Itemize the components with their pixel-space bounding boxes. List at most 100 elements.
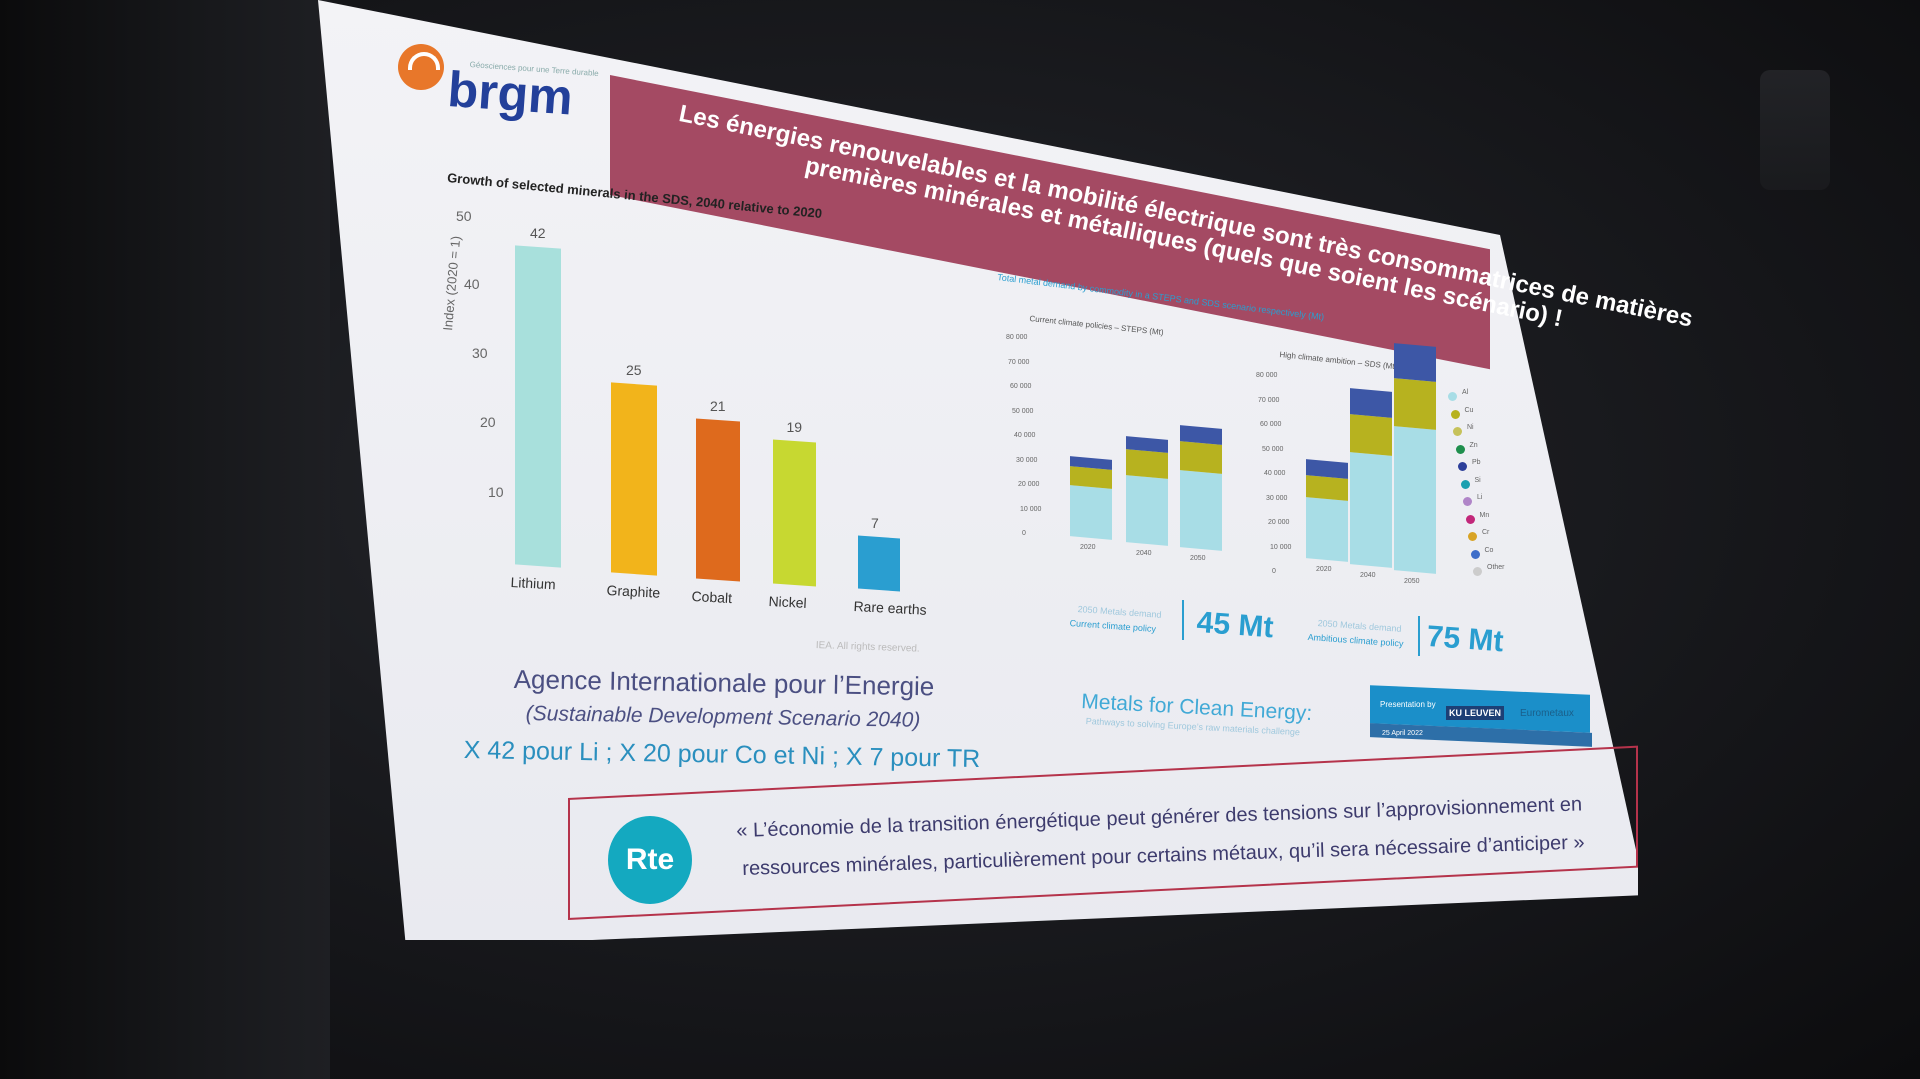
ytick-10: 10 (488, 484, 504, 500)
data-label-graphite: 25 (626, 362, 642, 378)
panel2-bar-2020-other (1306, 458, 1348, 479)
legend-swatch-co (1470, 549, 1480, 559)
legend-swatch-al (1448, 392, 1457, 401)
panel2-ytick-5: 30 000 (1266, 494, 1288, 502)
panel1-ytick-1: 70 000 (1008, 358, 1030, 366)
panel1-ytick-4: 40 000 (1014, 432, 1036, 439)
ytick-30: 30 (472, 345, 488, 361)
quote-box (568, 745, 1638, 920)
panel1-ytick-2: 60 000 (1010, 383, 1032, 390)
category-label-lithium: Lithium (510, 574, 557, 593)
panel1-xtick-2050: 2050 (1190, 555, 1206, 562)
panel2-bar-2050-other (1394, 342, 1436, 382)
panel2-bar-2020-cu (1306, 474, 1348, 502)
panel2-title: High climate ambition – SDS (Mt) (1279, 350, 1398, 372)
data-label-rare-earths: 7 (871, 514, 879, 531)
ytick-40: 40 (464, 276, 480, 292)
legend-label-cu: Cu (1464, 406, 1474, 414)
data-label-cobalt: 21 (710, 398, 726, 415)
panel1-ytick-0: 80 000 (1006, 334, 1028, 341)
legend-label-mn: Mn (1479, 511, 1490, 519)
panel1-title: Current climate policies – STEPS (Mt) (1029, 314, 1164, 338)
legend-label-zn: Zn (1469, 441, 1478, 449)
legend-label-co: Co (1484, 546, 1494, 554)
panel1-bar-2050-cu (1180, 441, 1222, 475)
ytick-50: 50 (456, 208, 472, 224)
left-chart-ylabel: Index (2020 = 1) (440, 235, 464, 332)
data-label-nickel: 19 (786, 418, 803, 435)
legend-swatch-li (1463, 497, 1472, 506)
dark-wall (0, 0, 330, 1079)
rte-logo: Rte (608, 816, 692, 904)
callout2-label-1: 2050 Metals demand (1317, 618, 1402, 634)
panel1-xtick-2020: 2020 (1080, 544, 1096, 551)
panel1-bar-2040-cu (1126, 449, 1168, 479)
legend-label-pb: Pb (1472, 459, 1481, 466)
callout1-value: 45 Mt (1195, 606, 1275, 645)
legend-swatch-pb (1458, 462, 1467, 471)
iea-line-2: (Sustainable Development Scenario 2040) (525, 702, 921, 732)
callout1-divider (1182, 600, 1184, 640)
category-label-nickel: Nickel (768, 593, 808, 611)
panel1-ytick-3: 50 000 (1012, 407, 1034, 415)
legend-label-cr: Cr (1482, 529, 1490, 536)
panel1-ytick-6: 20 000 (1018, 481, 1040, 488)
panel1-ytick-7: 10 000 (1020, 505, 1042, 513)
category-label-graphite: Graphite (606, 582, 661, 601)
bar-graphite (611, 382, 657, 576)
strip-text-2: KU LEUVEN (1446, 706, 1505, 720)
panel1-bar-2020-al (1070, 484, 1112, 540)
panel1-bar-2040-al (1126, 474, 1168, 546)
panel2-ytick-7: 10 000 (1270, 543, 1292, 551)
data-label-lithium: 42 (530, 224, 546, 241)
panel2-xtick-2050: 2050 (1404, 578, 1420, 585)
bar-cobalt (696, 418, 740, 582)
panel2-xtick-2020: 2020 (1316, 566, 1332, 573)
bar-rare-earths (858, 535, 900, 592)
callout1-label-2: Current climate policy (1069, 618, 1157, 635)
legend-swatch-other (1473, 567, 1482, 576)
panel2-ytick-3: 50 000 (1262, 445, 1284, 453)
legend-swatch-zn (1455, 444, 1465, 454)
panel2-bar-2020-al (1306, 497, 1348, 562)
panel2-ytick-8: 0 (1272, 568, 1276, 575)
callout2-value: 75 Mt (1425, 620, 1505, 659)
legend-swatch-si (1460, 479, 1470, 489)
panel2-bar-2040-al (1350, 452, 1392, 568)
iea-line-3: X 42 pour Li ; X 20 pour Co et Ni ; X 7 … (463, 736, 981, 774)
projector-mount (1760, 70, 1830, 190)
legend-label-si: Si (1474, 476, 1481, 484)
legend-swatch-mn (1465, 514, 1475, 524)
legend-swatch-cu (1450, 409, 1460, 419)
panel2-bar-2040-cu (1350, 413, 1392, 456)
panel1-bar-2020-cu (1070, 465, 1112, 489)
bar-lithium (515, 245, 561, 568)
panel1-ytick-5: 30 000 (1016, 456, 1038, 464)
strip-text-1: Presentation by (1380, 700, 1436, 709)
panel2-bar-2050-cu (1394, 378, 1436, 430)
panel2-bar-2050-al (1394, 426, 1436, 574)
category-label-cobalt: Cobalt (691, 588, 733, 607)
callout1-label-1: 2050 Metals demand (1077, 604, 1162, 620)
legend-label-li: Li (1477, 494, 1483, 501)
callout2-divider (1418, 616, 1420, 656)
bar-nickel (773, 439, 816, 587)
panel2-xtick-2040: 2040 (1360, 572, 1376, 579)
panel2-ytick-2: 60 000 (1260, 421, 1282, 428)
ytick-20: 20 (480, 414, 496, 430)
iea-line-1: Agence Internationale pour l’Energie (513, 664, 935, 702)
strip-date: 25 April 2022 (1382, 730, 1423, 737)
panel1-bar-2050-al (1180, 470, 1222, 551)
legend-swatch-ni (1453, 427, 1462, 436)
strip-text-3: Eurometaux (1520, 708, 1574, 719)
category-label-rare-earths: Rare earths (853, 598, 928, 618)
legend-label-other: Other (1487, 564, 1505, 571)
legend-label-al: Al (1462, 389, 1469, 396)
panel2-ytick-6: 20 000 (1268, 519, 1290, 526)
iea-credit: IEA. All rights reserved. (815, 640, 920, 655)
panel1-ytick-8: 0 (1022, 530, 1026, 537)
brgm-logo-icon (398, 44, 444, 90)
panel2-bar-2040-other (1350, 388, 1392, 418)
panel1-xtick-2040: 2040 (1136, 550, 1152, 557)
